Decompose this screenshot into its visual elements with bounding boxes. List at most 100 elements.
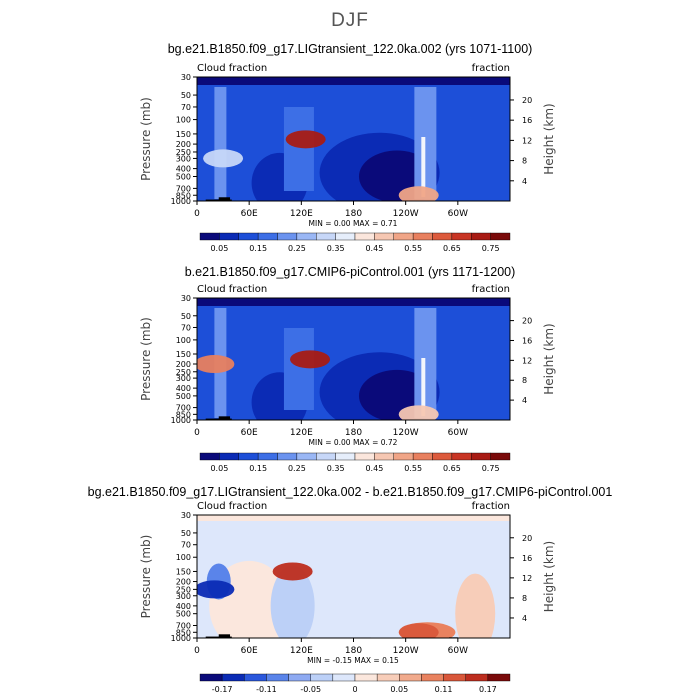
y-tick-label: 200 [176,140,191,149]
colorbar-segment [277,232,298,241]
topography-2 [218,197,231,201]
y2-tick-label: 4 [522,396,527,405]
x-tick-label: 60W [448,428,468,438]
y2-axis-title: Height (km) [542,541,556,612]
y-tick-label: 50 [181,529,191,538]
colorbar-segment [490,232,511,241]
colorbar-label: -0.17 [212,685,233,694]
y-tick-label: 50 [181,91,191,100]
feature-2 [398,405,439,420]
x-tick-label: 180 [345,428,362,438]
left-label: Cloud fraction [197,501,267,512]
colorbar-label: -0.05 [300,685,321,694]
y-tick-label: 850 [176,410,191,419]
colorbar-segment [354,232,375,241]
min-max-stats: MIN = 0.00 MAX = 0.72 [309,438,398,447]
colorbar-segment [374,452,394,461]
y2-tick-label: 20 [522,317,532,326]
heatmap-field-3 [197,515,510,638]
colorbar-label: 0.05 [210,464,228,473]
x-tick-label: 180 [345,646,362,656]
min-max-stats: MIN = -0.15 MAX = 0.15 [307,656,399,665]
colorbar-segment [451,452,472,461]
colorbar-label: 0.15 [249,464,267,473]
page-title: DJF [331,10,369,31]
y-axis-title: Pressure (mb) [139,97,153,181]
column-cloud-3 [414,308,437,418]
colorbar-segment [465,673,489,682]
colorbar-segment [296,232,317,241]
colorbar-segment [399,673,422,682]
y-tick-label: 70 [181,103,191,112]
colorbar-segment [199,673,223,682]
heatmap-field-1 [197,77,510,201]
x-tick-label: 180 [345,209,362,219]
colorbar-segment [432,232,453,241]
y-tick-label: 50 [181,312,191,321]
colorbar-label: 0.65 [443,244,461,253]
colorbar-label: 0.45 [365,244,383,253]
x-tick-label: 0 [194,209,200,219]
colorbar-segment [219,452,239,461]
y2-tick-label: 4 [522,614,527,623]
feature-2 [398,186,439,201]
x-tick-label: 60W [448,646,468,656]
colorbar-segment [266,673,289,682]
y2-tick-label: 16 [522,116,532,125]
feature-1 [290,350,331,369]
y-tick-label: 70 [181,541,191,550]
panel-1-title: bg.e21.B1850.f09_g17.LIGtransient_122.0k… [167,42,533,56]
colorbar-segment [219,232,239,241]
left-label: Cloud fraction [197,284,267,295]
colorbar-segment [316,452,336,461]
y2-tick-label: 12 [522,356,532,365]
colorbar-segment [310,673,334,682]
y-tick-label: 400 [176,384,191,393]
y-tick-label: 500 [176,172,191,181]
colorbar-segment [316,232,336,241]
colorbar-label: 0.25 [288,244,306,253]
x-tick-label: 60E [241,428,258,438]
y-tick-label: 1000 [171,416,191,425]
colorbar-segment [393,232,414,241]
y-tick-label: 200 [176,578,191,587]
x-tick-label: 0 [194,428,200,438]
colorbar-label: 0.05 [210,244,228,253]
colorbar-label: 0.05 [390,685,408,694]
colorbar-segment [412,232,433,241]
x-tick-label: 0 [194,646,200,656]
column-cloud-3 [414,87,437,199]
colorbar-segment [238,452,259,461]
topography-2 [218,416,231,420]
y-tick-label: 700 [176,621,191,630]
y2-tick-label: 12 [522,574,532,583]
y-tick-label: 850 [176,191,191,200]
colorbar-segment [199,232,220,241]
y-axis-title: Pressure (mb) [139,535,153,619]
feature-3 [398,623,439,638]
colorbar-label: -0.11 [256,685,277,694]
y-tick-label: 100 [176,336,191,345]
colorbar-segment [335,232,356,241]
x-tick-label: 120E [290,209,313,219]
y-tick-label: 70 [181,323,191,332]
y2-tick-label: 4 [522,177,527,186]
colorbar-segment [443,673,466,682]
colorbar-segment [257,232,278,241]
colorbar-label: 0.17 [479,685,497,694]
colorbar-label: 0.55 [404,464,422,473]
colorbar-segment [199,452,220,461]
colorbar-label: 0 [352,685,357,694]
colorbar-segment [451,232,472,241]
colorbar-label: 0.75 [482,244,500,253]
feature-3 [197,355,235,374]
x-tick-label: 60W [448,209,468,219]
y-tick-label: 150 [176,350,191,359]
feature-2 [197,580,235,599]
colorbar-segment [238,232,259,241]
y-tick-label: 30 [181,511,191,520]
colorbar-label: 0.15 [249,244,267,253]
y-axis-title: Pressure (mb) [139,317,153,401]
colorbar-label: 0.45 [365,464,383,473]
y-tick-label: 700 [176,184,191,193]
